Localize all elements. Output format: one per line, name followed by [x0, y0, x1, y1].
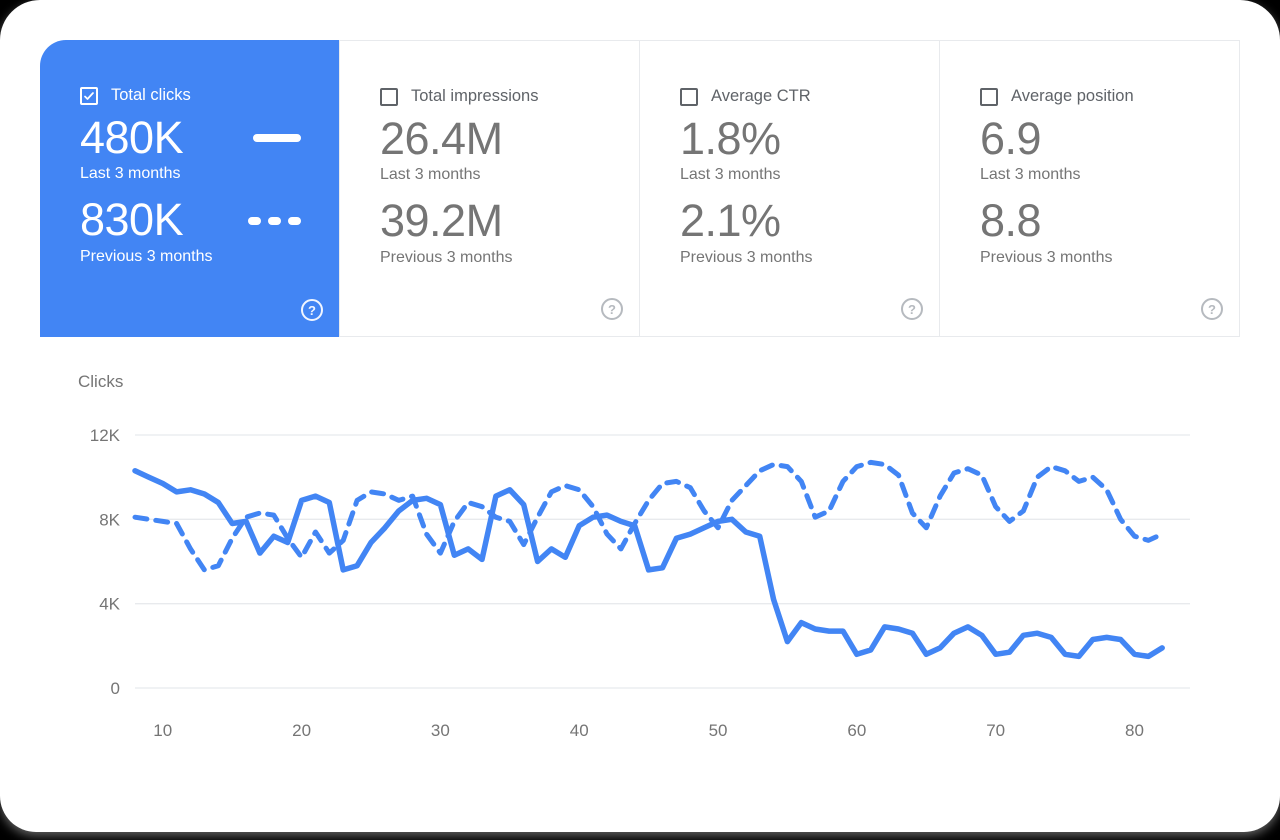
solid-line-legend-icon: [253, 134, 301, 143]
x-tick-label: 60: [847, 721, 866, 740]
metric-secondary-caption: Previous 3 months: [980, 248, 1113, 266]
checkbox-unchecked-icon[interactable]: [680, 87, 698, 106]
metric-secondary-caption: Previous 3 months: [80, 247, 213, 265]
x-tick-label: 10: [153, 721, 172, 740]
dashed-line-legend-icon: [248, 216, 301, 225]
metric-primary-caption: Last 3 months: [680, 166, 781, 184]
checkbox-unchecked-icon[interactable]: [380, 87, 398, 106]
metric-card-total-clicks[interactable]: Total clicks 480K Last 3 months 830K Pre…: [40, 40, 339, 337]
metric-secondary-value: 39.2M: [380, 195, 503, 247]
y-tick-label: 0: [111, 679, 120, 698]
x-tick-label: 70: [986, 721, 1005, 740]
series-line-current-period: [132, 468, 1165, 660]
x-tick-label: 30: [431, 721, 450, 740]
checkbox-unchecked-icon[interactable]: [980, 87, 998, 106]
metric-primary-caption: Last 3 months: [380, 166, 481, 184]
help-icon[interactable]: ?: [1201, 298, 1223, 320]
checkmark-icon: [84, 91, 94, 100]
x-tick-label: 40: [570, 721, 589, 740]
x-tick-label: 50: [709, 721, 728, 740]
metric-card-label: Total clicks: [111, 86, 191, 104]
metric-card-average-ctr[interactable]: Average CTR 1.8% Last 3 months 2.1% Prev…: [639, 40, 939, 337]
metric-card-label: Average position: [1011, 87, 1134, 105]
metric-secondary-value: 2.1%: [680, 195, 781, 247]
metric-secondary-caption: Previous 3 months: [380, 248, 513, 266]
metric-card-label: Total impressions: [411, 87, 539, 105]
metric-primary-value: 480K: [80, 112, 184, 163]
checkbox-checked-icon[interactable]: [80, 86, 98, 105]
chart-axis-label: Clicks: [78, 372, 124, 391]
metric-card-row: Total clicks 480K Last 3 months 830K Pre…: [40, 40, 1240, 337]
metric-secondary-value: 8.8: [980, 195, 1042, 247]
metric-card-label: Average CTR: [711, 87, 811, 105]
metric-primary-caption: Last 3 months: [980, 166, 1081, 184]
help-icon[interactable]: ?: [301, 299, 323, 321]
metric-secondary-value: 830K: [80, 194, 184, 246]
metric-primary-value: 6.9: [980, 113, 1042, 164]
x-tick-label: 80: [1125, 721, 1144, 740]
help-icon[interactable]: ?: [901, 298, 923, 320]
series-line-previous-period: [132, 459, 1165, 573]
y-tick-label: 8K: [99, 510, 120, 529]
help-icon[interactable]: ?: [601, 298, 623, 320]
metric-card-total-impressions[interactable]: Total impressions 26.4M Last 3 months 39…: [339, 40, 639, 337]
metric-primary-value: 26.4M: [380, 113, 503, 164]
y-tick-label: 4K: [99, 595, 120, 614]
metric-primary-caption: Last 3 months: [80, 165, 181, 183]
x-tick-label: 20: [292, 721, 311, 740]
metric-card-average-position[interactable]: Average position 6.9 Last 3 months 8.8 P…: [939, 40, 1240, 337]
metric-secondary-caption: Previous 3 months: [680, 248, 813, 266]
y-tick-label: 12K: [90, 426, 121, 445]
metric-primary-value: 1.8%: [680, 113, 781, 164]
